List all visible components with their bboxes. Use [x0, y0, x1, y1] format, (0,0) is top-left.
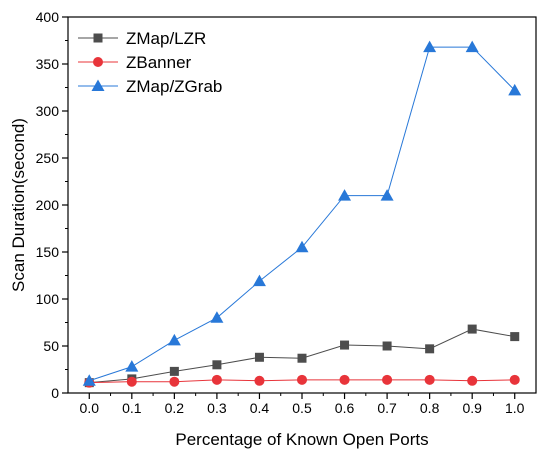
- y-tick-label: 250: [36, 150, 60, 166]
- x-tick-label: 0.3: [207, 400, 227, 416]
- data-point-zmap-lzr: [340, 340, 350, 350]
- y-tick-label: 100: [36, 291, 60, 307]
- legend-marker: [91, 79, 105, 91]
- series-layer: [82, 40, 522, 388]
- data-point-zmap-zgrab: [338, 189, 352, 201]
- series-line-zmap-zgrab: [89, 46, 516, 382]
- legend-label: ZMap/LZR: [126, 29, 206, 48]
- legend-label: ZBanner: [126, 53, 192, 72]
- data-point-zmap-lzr: [467, 324, 477, 334]
- data-point-zbanner: [467, 375, 478, 386]
- data-point-zmap-lzr: [254, 352, 264, 362]
- data-point-zmap-zgrab: [508, 83, 522, 96]
- data-point-zmap-zgrab: [295, 240, 309, 253]
- x-tick-label: 0.6: [335, 400, 355, 416]
- data-point-zmap-lzr: [169, 366, 179, 376]
- x-tick-label: 1.0: [505, 400, 525, 416]
- legend-marker: [93, 33, 103, 43]
- x-tick-label: 0.4: [250, 400, 270, 416]
- x-tick-label: 0.1: [122, 400, 142, 416]
- data-point-zbanner: [126, 376, 137, 387]
- y-axis: 0 50 100 150 200 250 300 350 400: [36, 9, 68, 401]
- y-tick-label: 200: [36, 197, 60, 213]
- x-tick-label: 0.0: [80, 400, 100, 416]
- x-axis-title: Percentage of Known Open Ports: [175, 430, 428, 449]
- series-zbanner: [84, 374, 520, 388]
- data-point-zbanner: [254, 375, 265, 386]
- legend-marker: [93, 57, 103, 67]
- legend: ZMap/LZR ZBanner ZMap/ZGrab: [78, 29, 222, 96]
- data-point-zbanner: [509, 374, 520, 385]
- y-tick-label: 0: [51, 385, 59, 401]
- y-axis-title: Scan Duration(second): [9, 118, 28, 292]
- data-point-zbanner: [211, 374, 222, 385]
- x-tick-label: 0.2: [165, 400, 185, 416]
- data-point-zbanner: [297, 374, 307, 385]
- data-point-zmap-zgrab: [167, 333, 181, 346]
- data-point-zmap-zgrab: [125, 360, 139, 372]
- data-point-zbanner: [382, 374, 393, 385]
- data-point-zbanner: [424, 374, 435, 385]
- y-tick-label: 50: [43, 338, 59, 354]
- data-point-zmap-zgrab: [423, 40, 437, 53]
- data-point-zmap-zgrab: [210, 311, 224, 323]
- data-point-zbanner: [169, 376, 180, 387]
- x-axis: 0.0 0.1 0.2 0.3 0.4 0.5 0.6 0.7 0.8 0.9 1.0: [80, 393, 525, 416]
- data-point-zmap-zgrab: [380, 189, 394, 201]
- plot-frame-rect: [67, 16, 537, 394]
- data-point-zmap-lzr: [382, 341, 392, 351]
- y-tick-label: 300: [36, 103, 60, 119]
- x-tick-label: 0.9: [462, 400, 482, 416]
- y-tick-label: 350: [36, 56, 60, 72]
- data-point-zmap-lzr: [212, 360, 222, 370]
- data-point-zmap-lzr: [510, 332, 520, 342]
- data-point-zmap-zgrab: [82, 374, 96, 386]
- plot-frame: [67, 16, 537, 394]
- x-tick-label: 0.5: [292, 400, 312, 416]
- data-point-zmap-lzr: [425, 344, 435, 354]
- data-point-zmap-lzr: [297, 353, 307, 363]
- x-tick-label: 0.7: [377, 400, 397, 416]
- x-tick-label: 0.8: [420, 400, 440, 416]
- data-point-zmap-zgrab: [252, 274, 266, 287]
- legend-label: ZMap/ZGrab: [126, 77, 222, 96]
- y-tick-label: 400: [36, 9, 60, 25]
- data-point-zbanner: [339, 374, 350, 385]
- series-zmap-zgrab: [82, 40, 522, 386]
- y-tick-label: 150: [36, 244, 60, 260]
- data-point-zmap-zgrab: [465, 40, 479, 53]
